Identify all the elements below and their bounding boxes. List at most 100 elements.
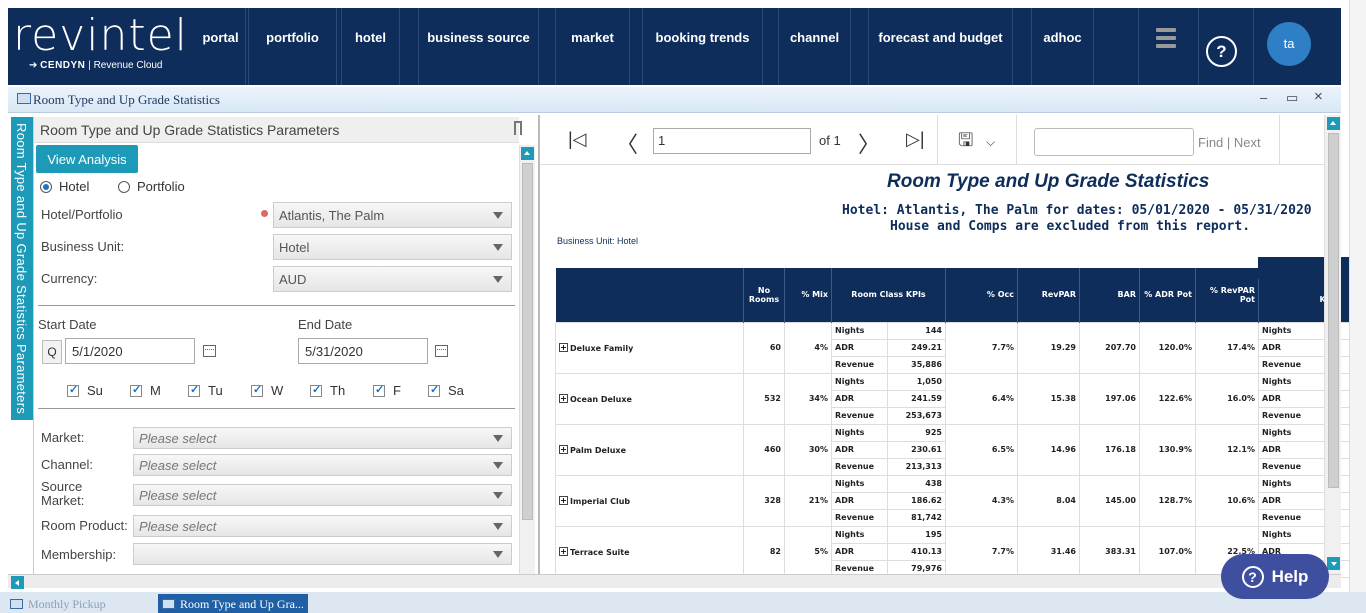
room-type-cell[interactable]: Palm Deluxe: [555, 423, 744, 476]
page-scrollbar[interactable]: [1349, 0, 1366, 592]
export-save-icon[interactable]: 🖫: [958, 130, 974, 150]
task-room-type[interactable]: Room Type and Up Gra...: [158, 594, 308, 613]
maximize-button[interactable]: ▭: [1286, 90, 1299, 105]
prev-page-icon[interactable]: 〈: [616, 132, 639, 157]
rooms-cell: 60: [743, 321, 785, 374]
last-page-icon[interactable]: ▷|: [906, 129, 925, 149]
hotel-label: Hotel/Portfolio: [41, 207, 123, 222]
hotel-select[interactable]: Atlantis, The Palm: [273, 202, 512, 228]
report-scroll-thumb[interactable]: [1328, 133, 1339, 488]
day-m-checkbox[interactable]: M: [130, 383, 161, 398]
day-w-checkbox[interactable]: W: [251, 383, 283, 398]
end-date-label: End Date: [298, 317, 353, 332]
view-analysis-button[interactable]: View Analysis: [36, 145, 138, 173]
market-select[interactable]: Please select: [133, 427, 512, 449]
kpi-value-cell: 241.59: [887, 389, 946, 408]
kpi-label-cell: Nights: [831, 321, 888, 340]
report-title: Room Type and Up Grade Statistics: [887, 171, 1210, 192]
first-page-icon[interactable]: |◁: [568, 129, 587, 149]
room-product-select[interactable]: Please select: [133, 515, 512, 537]
page-number-input[interactable]: 1: [653, 128, 811, 154]
nav-portfolio[interactable]: portfolio: [249, 8, 337, 85]
close-button[interactable]: ×: [1314, 88, 1323, 105]
day-f-checkbox[interactable]: F: [373, 383, 401, 398]
kpi-value-cell: 1,050: [887, 372, 946, 391]
day-sa-checkbox[interactable]: Sa: [428, 383, 464, 398]
revpar-cell: 8.04: [1017, 474, 1080, 527]
revparpot-cell: 10.6%: [1195, 474, 1259, 527]
kpi-label-cell: ADR: [831, 338, 888, 357]
parameters-header: Room Type and Up Grade Statistics Parame…: [34, 117, 522, 143]
expand-icon[interactable]: [559, 495, 568, 505]
help-button[interactable]: ? Help: [1221, 554, 1329, 599]
bar-cell: 197.06: [1079, 372, 1140, 425]
nav-business-source[interactable]: business source: [419, 8, 539, 85]
end-date-input[interactable]: 5/31/2020: [298, 338, 428, 364]
room-type-cell[interactable]: Deluxe Family: [555, 321, 744, 374]
expand-icon[interactable]: [559, 444, 568, 454]
pin-icon[interactable]: [514, 121, 522, 135]
day-tu-checkbox[interactable]: Tu: [188, 383, 223, 398]
market-label: Market:: [41, 430, 85, 445]
nav-market[interactable]: market: [556, 8, 630, 85]
source-market-select[interactable]: Please select: [133, 484, 512, 506]
rooms-cell: 328: [743, 474, 785, 527]
parameters-side-tab[interactable]: Room Type and Up Grade Statistics Parame…: [11, 117, 33, 420]
nav-channel[interactable]: channel: [779, 8, 851, 85]
report-subtitle-dates: Hotel: Atlantis, The Palm for dates: 05/…: [842, 203, 1312, 218]
menu-icon[interactable]: [1156, 28, 1176, 52]
scroll-thumb[interactable]: [522, 163, 533, 520]
report-scroll-up-icon[interactable]: [1327, 117, 1340, 130]
scroll-up-icon[interactable]: [521, 147, 534, 160]
chevron-down-icon[interactable]: ⌵: [986, 135, 996, 149]
start-date-input[interactable]: 5/1/2020: [65, 338, 195, 364]
find-input[interactable]: [1034, 128, 1194, 156]
nav-portal[interactable]: portal: [196, 8, 246, 85]
kpi-label-cell: Nights: [831, 372, 888, 391]
day-th-checkbox[interactable]: Th: [310, 383, 345, 398]
nav-adhoc[interactable]: adhoc: [1032, 8, 1094, 85]
mix-cell: 34%: [784, 372, 832, 425]
help-icon[interactable]: ?: [1206, 36, 1237, 67]
report-scroll-down-icon[interactable]: [1327, 557, 1340, 570]
start-calendar-icon[interactable]: [203, 345, 216, 357]
scroll-left-icon[interactable]: [11, 576, 24, 589]
table-row: Revenue 35,886 Revenue: [556, 355, 1366, 374]
membership-select[interactable]: [133, 543, 512, 565]
minimize-button[interactable]: –: [1260, 90, 1268, 105]
nav-hotel[interactable]: hotel: [342, 8, 400, 85]
revintel-logo[interactable]: revintel ➔ CENDYN | Revenue Cloud: [13, 10, 188, 72]
start-date-label: Start Date: [38, 317, 97, 332]
nav-booking-trends[interactable]: booking trends: [643, 8, 763, 85]
room-type-cell[interactable]: Imperial Club: [555, 474, 744, 527]
bar-cell: 383.31: [1079, 525, 1140, 578]
find-next-link[interactable]: Find | Next: [1198, 135, 1261, 150]
radio-hotel[interactable]: Hotel: [40, 179, 89, 194]
nav-forecast-and-budget[interactable]: forecast and budget: [869, 8, 1013, 85]
business-unit-select[interactable]: Hotel: [273, 234, 512, 260]
taskbar: Monthly Pickup Room Type and Up Gra...: [0, 592, 1366, 613]
task-monthly-pickup[interactable]: Monthly Pickup: [6, 594, 110, 613]
currency-select[interactable]: AUD: [273, 266, 512, 292]
expand-icon[interactable]: [559, 546, 568, 556]
col-occ: % Occ: [945, 268, 1018, 322]
parameters-scrollbar[interactable]: [519, 145, 535, 574]
report-table: No Rooms % Mix Room Class KPIs % Occ Rev…: [555, 257, 1366, 578]
end-calendar-icon[interactable]: [435, 345, 448, 357]
channel-select[interactable]: Please select: [133, 454, 512, 476]
room-type-cell[interactable]: Ocean Deluxe: [555, 372, 744, 425]
bar-cell: 145.00: [1079, 474, 1140, 527]
expand-icon[interactable]: [559, 393, 568, 403]
report-scrollbar[interactable]: [1324, 115, 1341, 575]
room-type-cell[interactable]: Terrace Suite: [555, 525, 744, 578]
quick-date-button[interactable]: Q: [42, 340, 62, 364]
next-page-icon[interactable]: 〉: [858, 132, 881, 157]
horizontal-scrollbar[interactable]: [8, 574, 1341, 589]
day-su-checkbox[interactable]: Su: [67, 383, 103, 398]
expand-icon[interactable]: [559, 342, 568, 352]
adrpot-cell: 128.7%: [1139, 474, 1196, 527]
kpi-label-cell: Revenue: [831, 355, 888, 374]
radio-portfolio[interactable]: Portfolio: [118, 179, 185, 194]
avatar[interactable]: ta: [1267, 22, 1311, 66]
kpi-value-cell: 249.21: [887, 338, 946, 357]
